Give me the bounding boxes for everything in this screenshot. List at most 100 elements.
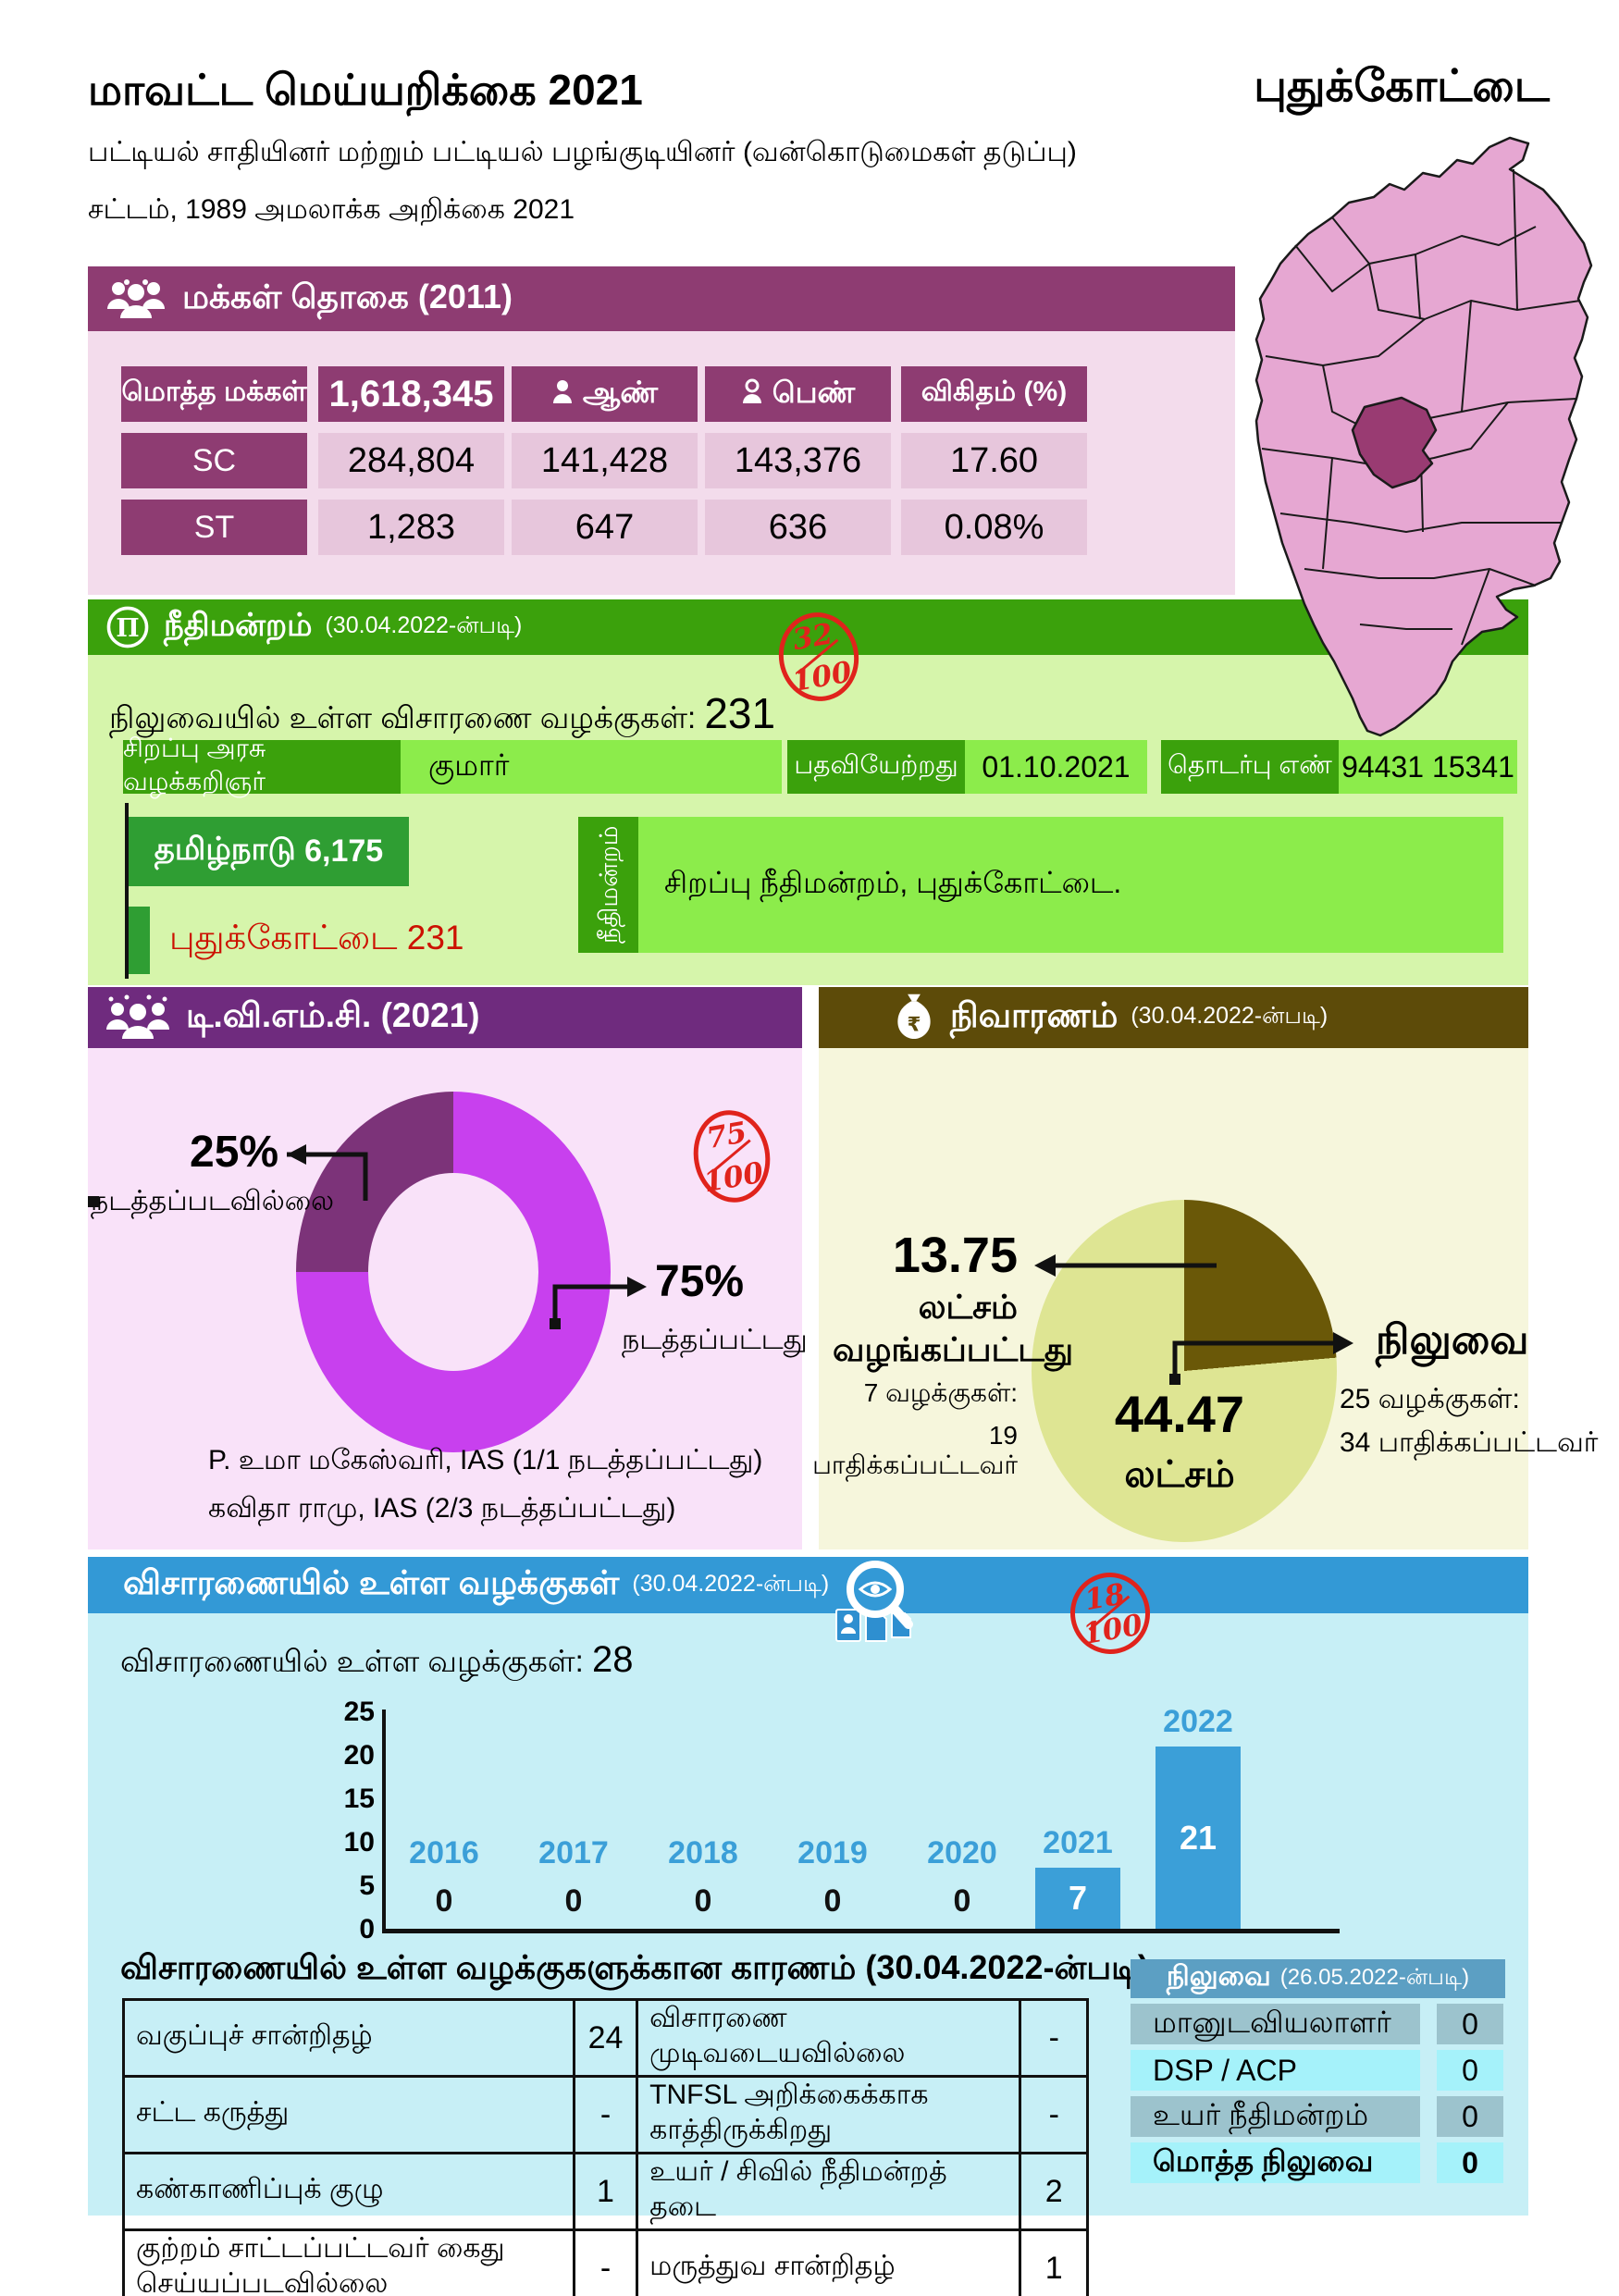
court-icon: Π — [105, 604, 151, 650]
people-group-icon — [106, 278, 166, 320]
y-tick-0: 0 — [359, 1914, 375, 1944]
pending-row-value: 0 — [1437, 2050, 1503, 2091]
tamilnadu-bar: தமிழ்நாடு 6,175 — [129, 817, 409, 886]
bar-2016: 201600 — [409, 1835, 479, 1919]
disbursed-victims: 19 பாதிக்கப்பட்டவர் — [812, 1421, 1018, 1479]
reason-value: 1 — [572, 2152, 639, 2231]
pending-total-value: 0 — [1437, 2142, 1503, 2183]
relief-pending-label: நிலுவை — [1376, 1317, 1529, 1363]
st-percent: 0.08% — [901, 500, 1087, 555]
bar-2022: 20222121 — [1133, 1704, 1263, 1929]
bar-2017: 201700 — [538, 1835, 609, 1919]
reason-label: உயர் / சிவில் நீதிமன்றத் தடை — [636, 2152, 1022, 2231]
col-header-male: ஆண் — [512, 366, 698, 422]
reason-value: - — [572, 2228, 639, 2296]
female-icon — [741, 377, 763, 412]
relief-banner: ₹ நிவாரணம் (30.04.2022-ன்படி) — [819, 987, 1528, 1048]
officer-1: P. உமா மகேஸ்வரி, IAS (1/1 நடத்தப்பட்டது) — [208, 1445, 763, 1475]
reasons-table: வகுப்புச் சான்றிதழ் 24 விசாரணை முடிவடையவ… — [122, 1998, 1089, 2296]
pending-victims: 34 பாதிக்கப்பட்டவர் — [1340, 1427, 1599, 1458]
table-row: குற்றம் சாட்டப்பட்டவர் கைது செய்யப்படவில… — [122, 2228, 1089, 2296]
disbursed-cases: 7 வழக்குகள்: — [863, 1378, 1018, 1407]
donut-not-label: நடத்தப்படவில்லை — [91, 1186, 335, 1216]
sc-percent: 17.60 — [901, 433, 1087, 488]
subtitle-line1: பட்டியல் சாதியினர் மற்றும் பட்டியல் பழங்… — [88, 137, 1077, 167]
tvmc-banner: டி.வி.எம்.சி. (2021) — [88, 987, 802, 1048]
y-tick-5: 5 — [359, 1870, 375, 1901]
committee-people-icon — [105, 994, 171, 1041]
sc-total: 284,804 — [318, 433, 504, 488]
court-date: (30.04.2022-ன்படி) — [325, 612, 523, 638]
reason-label: குற்றம் சாட்டப்பட்டவர் கைது செய்யப்படவில… — [122, 2228, 575, 2296]
investigation-title: விசாரணையில் உள்ள வழக்குகள் — [123, 1563, 620, 1601]
donut-yes-label: நடத்தப்பட்டது — [622, 1325, 808, 1355]
pending-row-value: 0 — [1437, 2004, 1503, 2044]
reason-value: 1 — [1019, 2228, 1089, 2296]
reason-label: வகுப்புச் சான்றிதழ் — [122, 1998, 575, 2078]
bar-2018: 201800 — [668, 1835, 738, 1919]
col-header-percent: விகிதம் (%) — [901, 366, 1087, 422]
disbursed-label: வழங்கப்பட்டது — [833, 1330, 1074, 1368]
prosecutor-label: சிறப்பு அரசு வழக்கறிஞர் — [123, 734, 401, 796]
bar-2020: 202000 — [927, 1835, 997, 1919]
tvmc-donut-hole — [368, 1173, 538, 1371]
y-tick-15: 15 — [343, 1784, 375, 1814]
reason-value: - — [1019, 1998, 1089, 2078]
reason-value: 2 — [1019, 2152, 1089, 2231]
pending-row-label: DSP / ACP — [1131, 2050, 1420, 2091]
officer-2: கவிதா ராமு, IAS (2/3 நடத்தப்பட்டது) — [208, 1493, 676, 1524]
male-icon — [551, 377, 574, 412]
table-row: கண்காணிப்புக் குழு 1 உயர் / சிவில் நீதிம… — [122, 2152, 1089, 2231]
table-row: சட்ட கருத்து - TNFSL அறிக்கைக்காக காத்தி… — [122, 2075, 1089, 2154]
svg-text:₹: ₹ — [908, 1014, 921, 1037]
x-axis-line — [382, 1929, 1340, 1933]
court-title: நீதிமன்றம் — [164, 607, 313, 643]
reason-value: - — [1019, 2075, 1089, 2154]
relief-date: (30.04.2022-ன்படி) — [1131, 1003, 1329, 1029]
bar-2019: 201900 — [797, 1835, 868, 1919]
joined-label: பதவியேற்றது — [787, 740, 965, 794]
tvmc-title: டி.வி.எம்.சி. (2021) — [186, 995, 480, 1034]
sc-male: 141,428 — [512, 433, 698, 488]
svg-text:Π: Π — [116, 614, 139, 643]
st-total: 1,283 — [318, 500, 504, 555]
cases-bar-chart: 25 20 15 10 5 0 201600 201700 201800 201… — [305, 1697, 1360, 1944]
y-tick-10: 10 — [343, 1827, 375, 1858]
y-tick-25: 25 — [343, 1697, 375, 1727]
pending-cases-value: 231 — [704, 689, 776, 737]
district-name: புதுக்கோட்டை — [1254, 62, 1550, 111]
reason-label: கண்காணிப்புக் குழு — [122, 2152, 575, 2231]
pending-cases-line: நிலுவையில் உள்ள விசாரணை வழக்குகள்: 231 — [109, 689, 776, 737]
disbursed-amount: 13.75 — [892, 1228, 1018, 1283]
pending-total-label: மொத்த நிலுவை — [1131, 2142, 1420, 2183]
bar-2021: 202177 — [1013, 1825, 1143, 1929]
st-female: 636 — [705, 500, 891, 555]
col-header-total-people: மொத்த மக்கள் — [121, 366, 307, 422]
st-male: 647 — [512, 500, 698, 555]
court-box-text: சிறப்பு நீதிமன்றம், புதுக்கோட்டை. — [664, 866, 1122, 899]
bar-axis-line — [125, 803, 129, 979]
joined-date: 01.10.2021 — [965, 740, 1147, 794]
y-tick-20: 20 — [343, 1740, 375, 1771]
investigation-banner: விசாரணையில் உள்ள வழக்குகள் (30.04.2022-ன… — [88, 1557, 1528, 1613]
page-title: மாவட்ட மெய்யறிக்கை 2021 — [88, 66, 643, 114]
court-banner: Π நீதிமன்றம் (30.04.2022-ன்படி) — [88, 599, 1528, 655]
reason-label: மருத்துவ சான்றிதழ் — [636, 2228, 1022, 2296]
pudukkottai-bar — [129, 907, 150, 974]
investigation-total-value: 28 — [592, 1639, 634, 1680]
disbursed-unit: லட்சம் — [918, 1288, 1018, 1326]
reason-value: - — [572, 2075, 639, 2154]
highlighted-district — [1351, 396, 1438, 489]
donut-not-pct: 25% — [190, 1128, 279, 1177]
pending-table-header: நிலுவை (26.05.2022-ன்படி) — [1131, 1959, 1505, 1998]
y-axis-line — [382, 1710, 386, 1929]
population-title: மக்கள் தொகை (2011) — [182, 277, 513, 315]
reasons-title: விசாரணையில் உள்ள வழக்குகளுக்கான காரணம் (… — [120, 1948, 1149, 1986]
contact-label: தொடர்பு எண் — [1161, 740, 1339, 794]
pending-cases: 25 வழக்குகள்: — [1340, 1384, 1520, 1414]
tamilnadu-district-map — [1254, 136, 1593, 737]
contact-number: 94431 15341 — [1339, 740, 1517, 794]
pending-row-label: மானுடவியலாளர் — [1131, 2004, 1420, 2044]
pending-amount: 44.47 — [1114, 1385, 1245, 1443]
